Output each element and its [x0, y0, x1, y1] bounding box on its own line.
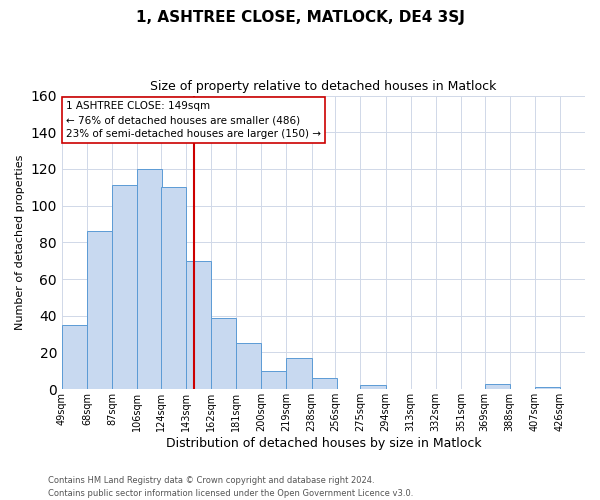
Bar [87, 232, 112, 389]
X-axis label: Distribution of detached houses by size in Matlock: Distribution of detached houses by size … [166, 437, 481, 450]
Bar [286, 358, 311, 389]
Bar [112, 186, 137, 389]
Bar [211, 318, 236, 389]
Bar [186, 260, 211, 389]
Title: Size of property relative to detached houses in Matlock: Size of property relative to detached ho… [150, 80, 497, 93]
Bar [137, 169, 163, 389]
Text: 1 ASHTREE CLOSE: 149sqm
← 76% of detached houses are smaller (486)
23% of semi-d: 1 ASHTREE CLOSE: 149sqm ← 76% of detache… [66, 101, 321, 139]
Bar [311, 378, 337, 389]
Y-axis label: Number of detached properties: Number of detached properties [15, 154, 25, 330]
Bar [535, 388, 560, 389]
Bar [262, 371, 286, 389]
Text: Contains HM Land Registry data © Crown copyright and database right 2024.
Contai: Contains HM Land Registry data © Crown c… [48, 476, 413, 498]
Bar [236, 344, 262, 389]
Bar [161, 188, 186, 389]
Bar [62, 325, 87, 389]
Bar [361, 386, 386, 389]
Bar [485, 384, 510, 389]
Text: 1, ASHTREE CLOSE, MATLOCK, DE4 3SJ: 1, ASHTREE CLOSE, MATLOCK, DE4 3SJ [136, 10, 464, 25]
